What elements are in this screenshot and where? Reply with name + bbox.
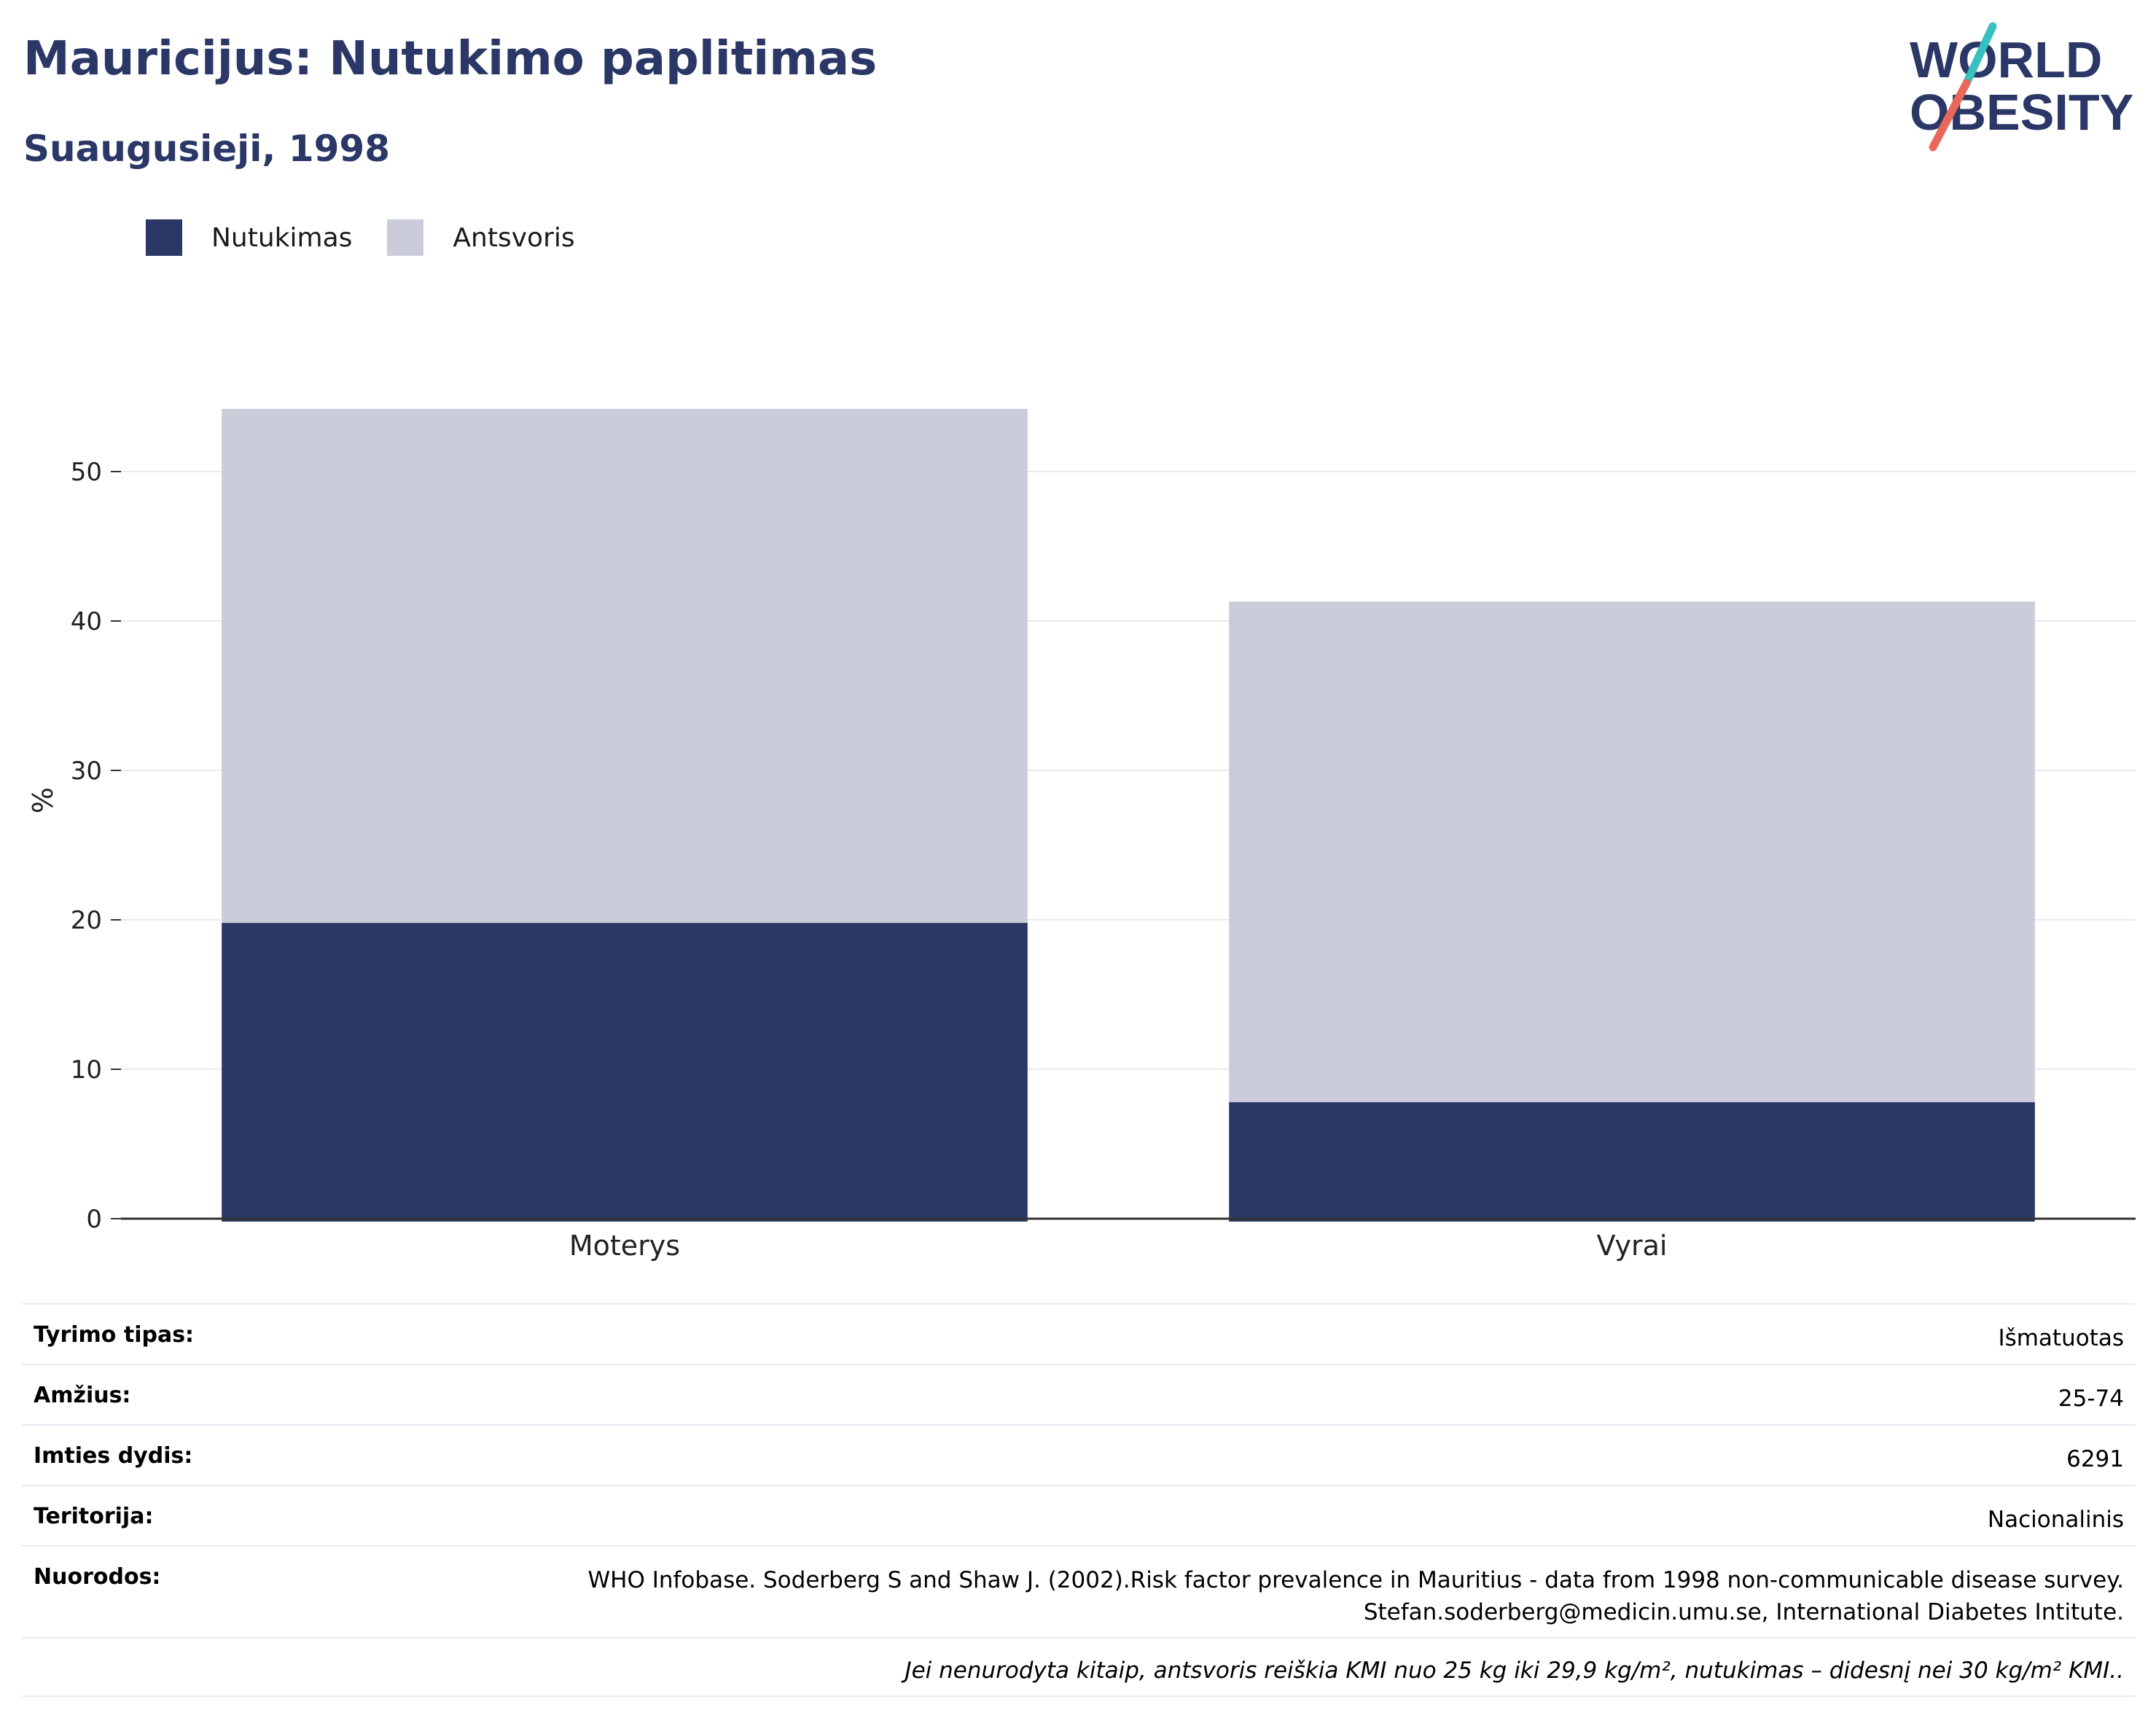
bar-obesity-vyrai [1229, 1102, 2035, 1222]
info-label-age: Amžius: [34, 1383, 131, 1408]
survey-info-table: Tyrimo tipas: Išmatuotas Amžius: 25-74 I… [22, 1303, 2136, 1697]
bar-overweight-moterys [222, 408, 1028, 923]
legend-item-overweight[interactable]: Antsvoris [387, 219, 575, 256]
logo-text-world: WORLD [1910, 31, 2102, 88]
info-row-note: Jei nenurodyta kitaip, antsvoris reiškia… [22, 1637, 2136, 1697]
x-tick-label: Moterys [569, 1230, 680, 1262]
bar-overweight-vyrai [1229, 601, 2035, 1103]
info-row-sample-size: Imties dydis: 6291 [22, 1424, 2136, 1485]
info-label-sample-size: Imties dydis: [34, 1443, 193, 1469]
info-row-age: Amžius: 25-74 [22, 1364, 2136, 1424]
info-label-territory: Teritorija: [34, 1504, 154, 1529]
y-tick-label: 40 [71, 607, 102, 636]
legend-item-obesity[interactable]: Nutukimas [146, 219, 352, 256]
info-label-survey-type: Tyrimo tipas: [34, 1322, 195, 1348]
y-tick-label: 0 [86, 1205, 102, 1234]
y-tick-label: 20 [71, 906, 102, 935]
legend-swatch-obesity [146, 219, 182, 256]
logo-slash-teal [1962, 22, 1997, 87]
info-row-territory: Teritorija: Nacionalinis [22, 1485, 2136, 1545]
legend-label-obesity: Nutukimas [211, 222, 353, 253]
bar-chart: 0 10 20 30 40 50% Moterys Vyrai [27, 408, 2136, 1262]
bar-obesity-moterys [222, 923, 1028, 1222]
logo-slash-red [1929, 79, 1971, 152]
info-row-survey-type: Tyrimo tipas: Išmatuotas [22, 1303, 2136, 1364]
x-tick-label: Vyrai [1597, 1230, 1668, 1262]
info-row-references: Nuorodos: WHO Infobase. Soderberg S and … [22, 1545, 2136, 1637]
page-subtitle: Suaugusieji, 1998 [23, 128, 390, 170]
info-value-sample-size: 6291 [2066, 1446, 2124, 1472]
y-axis-label: % [27, 787, 59, 813]
definition-note: Jei nenurodyta kitaip, antsvoris reiškia… [905, 1657, 2124, 1684]
y-tick-label: 10 [71, 1055, 102, 1085]
info-label-references: Nuorodos: [34, 1564, 161, 1590]
reference-line-1: WHO Infobase. Soderberg S and Shaw J. (2… [587, 1567, 2124, 1593]
world-obesity-logo: WORLD OBESITY [1910, 22, 2133, 152]
info-value-survey-type: Išmatuotas [1998, 1325, 2124, 1351]
page-title: Mauricijus: Nutukimo paplitimas [23, 32, 878, 86]
legend-label-overweight: Antsvoris [453, 222, 575, 253]
info-value-age: 25-74 [2058, 1386, 2124, 1412]
y-tick-label: 50 [71, 458, 102, 487]
legend-swatch-overweight [387, 219, 424, 256]
y-tick-label: 30 [71, 757, 102, 786]
chart-legend: Nutukimas Antsvoris [146, 219, 610, 257]
reference-line-2: Stefan.soderberg@medicin.umu.se, Interna… [1363, 1599, 2124, 1625]
info-value-references: WHO Infobase. Soderberg S and Shaw J. (2… [588, 1547, 2136, 1628]
info-value-territory: Nacionalinis [1987, 1507, 2124, 1533]
